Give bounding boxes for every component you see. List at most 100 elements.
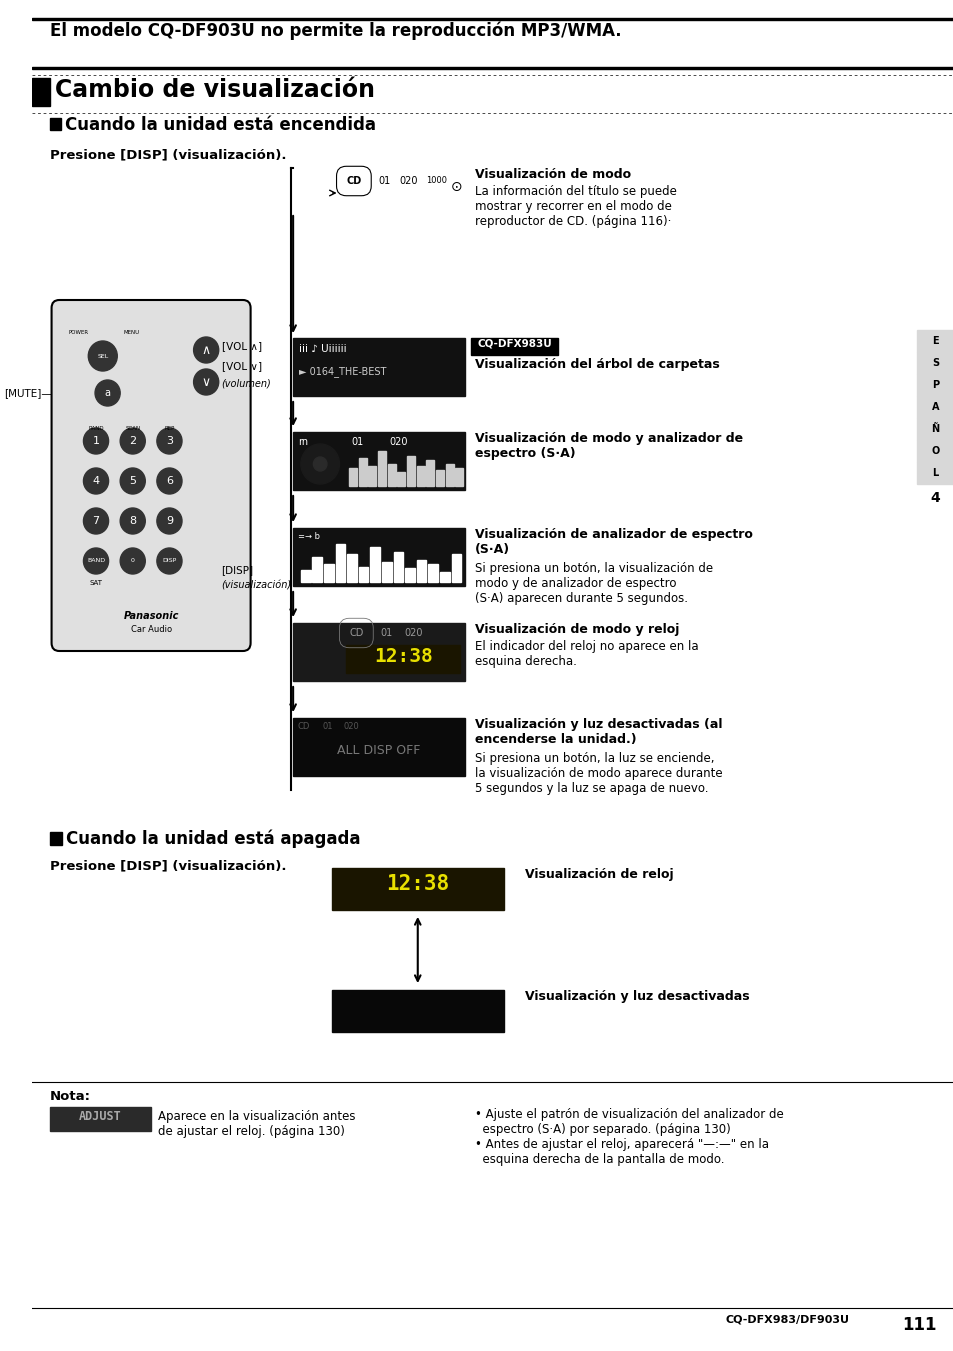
- Text: [VOL ∧]: [VOL ∧]: [221, 340, 261, 351]
- Text: Si presiona un botón, la luz se enciende,
la visualización de modo aparece duran: Si presiona un botón, la luz se enciende…: [475, 753, 721, 794]
- Bar: [377, 451, 385, 486]
- Text: MENU: MENU: [124, 330, 140, 335]
- Text: A: A: [931, 403, 939, 412]
- Text: REP: REP: [164, 426, 174, 431]
- Text: ► 0164_THE-BEST: ► 0164_THE-BEST: [298, 366, 386, 377]
- Bar: [917, 330, 953, 353]
- Text: DISP: DISP: [162, 558, 176, 563]
- Text: Presione [DISP] (visualización).: Presione [DISP] (visualización).: [50, 149, 286, 161]
- Bar: [358, 458, 366, 486]
- Text: RAND: RAND: [88, 426, 104, 431]
- Text: Cuando la unidad está encendida: Cuando la unidad está encendida: [65, 116, 375, 134]
- Bar: [451, 554, 460, 582]
- Circle shape: [120, 428, 145, 454]
- Bar: [416, 561, 426, 582]
- Text: S: S: [931, 358, 938, 367]
- Bar: [368, 466, 375, 486]
- Bar: [50, 118, 61, 130]
- Text: iii ♪ Uiiiiii: iii ♪ Uiiiiii: [298, 345, 346, 354]
- Bar: [397, 471, 405, 486]
- Text: 8: 8: [129, 516, 136, 526]
- Text: 01: 01: [379, 628, 392, 638]
- Bar: [917, 396, 953, 417]
- Circle shape: [83, 467, 109, 494]
- Text: L: L: [931, 467, 938, 478]
- Circle shape: [120, 467, 145, 494]
- Circle shape: [95, 380, 120, 407]
- Bar: [50, 832, 62, 844]
- Text: P: P: [931, 380, 938, 390]
- Text: ADJUST: ADJUST: [78, 1111, 121, 1123]
- Text: 0: 0: [131, 558, 134, 563]
- Bar: [358, 567, 368, 582]
- Text: 1000: 1000: [426, 176, 447, 185]
- Bar: [394, 553, 403, 582]
- Text: Nota:: Nota:: [50, 1090, 91, 1102]
- Bar: [428, 563, 437, 582]
- Bar: [917, 417, 953, 440]
- Text: El modelo CQ-DF903U no permite la reproducción MP3/WMA.: El modelo CQ-DF903U no permite la reprod…: [50, 22, 620, 41]
- Text: [VOL ∨]: [VOL ∨]: [221, 361, 261, 372]
- Text: 6: 6: [166, 476, 172, 486]
- Circle shape: [120, 549, 145, 574]
- Text: POWER: POWER: [69, 330, 89, 335]
- Bar: [917, 462, 953, 484]
- Text: Visualización de modo y reloj: Visualización de modo y reloj: [475, 623, 679, 636]
- Bar: [332, 867, 503, 911]
- Bar: [917, 330, 953, 484]
- Bar: [300, 570, 310, 582]
- Bar: [313, 557, 322, 582]
- Text: =→ b: =→ b: [297, 532, 319, 540]
- Text: Cuando la unidad está apagada: Cuando la unidad está apagada: [66, 830, 360, 848]
- Text: 4: 4: [930, 490, 940, 505]
- Text: SEL: SEL: [97, 354, 109, 358]
- Text: CD: CD: [346, 176, 361, 186]
- Bar: [917, 440, 953, 462]
- Bar: [388, 463, 395, 486]
- Bar: [917, 353, 953, 374]
- Text: La información del título se puede
mostrar y recorrer en el modo de
reproductor : La información del título se puede mostr…: [475, 185, 676, 228]
- Bar: [293, 432, 465, 490]
- Bar: [416, 466, 424, 486]
- Text: rn: rn: [297, 436, 308, 447]
- Text: Panasonic: Panasonic: [123, 611, 178, 621]
- Text: Si presiona un botón, la visualización de
modo y de analizador de espectro
(S·A): Si presiona un botón, la visualización d…: [475, 562, 712, 605]
- Text: (visualización): (visualización): [221, 581, 292, 590]
- Text: Visualización del árbol de carpetas: Visualización del árbol de carpetas: [475, 358, 719, 372]
- Circle shape: [83, 428, 109, 454]
- Text: Aparece en la visualización antes
de ajustar el reloj. (página 130): Aparece en la visualización antes de aju…: [157, 1111, 355, 1138]
- Circle shape: [156, 428, 182, 454]
- Text: [MUTE]—: [MUTE]—: [4, 388, 51, 399]
- Bar: [436, 470, 443, 486]
- Text: 111: 111: [902, 1316, 936, 1333]
- Bar: [293, 623, 465, 681]
- Bar: [32, 68, 953, 69]
- Bar: [917, 374, 953, 396]
- Bar: [293, 717, 465, 775]
- Bar: [471, 338, 558, 355]
- Circle shape: [156, 467, 182, 494]
- Bar: [455, 467, 463, 486]
- Bar: [293, 338, 465, 396]
- Text: 1: 1: [92, 436, 99, 446]
- Text: Presione [DISP] (visualización).: Presione [DISP] (visualización).: [50, 859, 286, 871]
- Text: (volumen): (volumen): [221, 380, 271, 389]
- Bar: [703, 1315, 872, 1336]
- Circle shape: [156, 549, 182, 574]
- Circle shape: [83, 549, 109, 574]
- Bar: [349, 467, 356, 486]
- Text: CD: CD: [349, 628, 363, 638]
- Text: • Ajuste el patrón de visualización del analizador de
  espectro (S·A) por separ: • Ajuste el patrón de visualización del …: [475, 1108, 782, 1166]
- Text: 020: 020: [404, 628, 422, 638]
- Text: 01: 01: [351, 436, 363, 447]
- Text: O: O: [930, 446, 939, 457]
- Text: Visualización de modo: Visualización de modo: [475, 168, 630, 181]
- Text: 4: 4: [92, 476, 99, 486]
- Text: El indicador del reloj no aparece en la
esquina derecha.: El indicador del reloj no aparece en la …: [475, 640, 698, 667]
- Text: [DISP]: [DISP]: [221, 565, 253, 576]
- Bar: [426, 459, 434, 486]
- Text: ∧: ∧: [201, 343, 211, 357]
- Bar: [50, 1106, 151, 1131]
- Text: 020: 020: [390, 436, 408, 447]
- Circle shape: [300, 444, 339, 484]
